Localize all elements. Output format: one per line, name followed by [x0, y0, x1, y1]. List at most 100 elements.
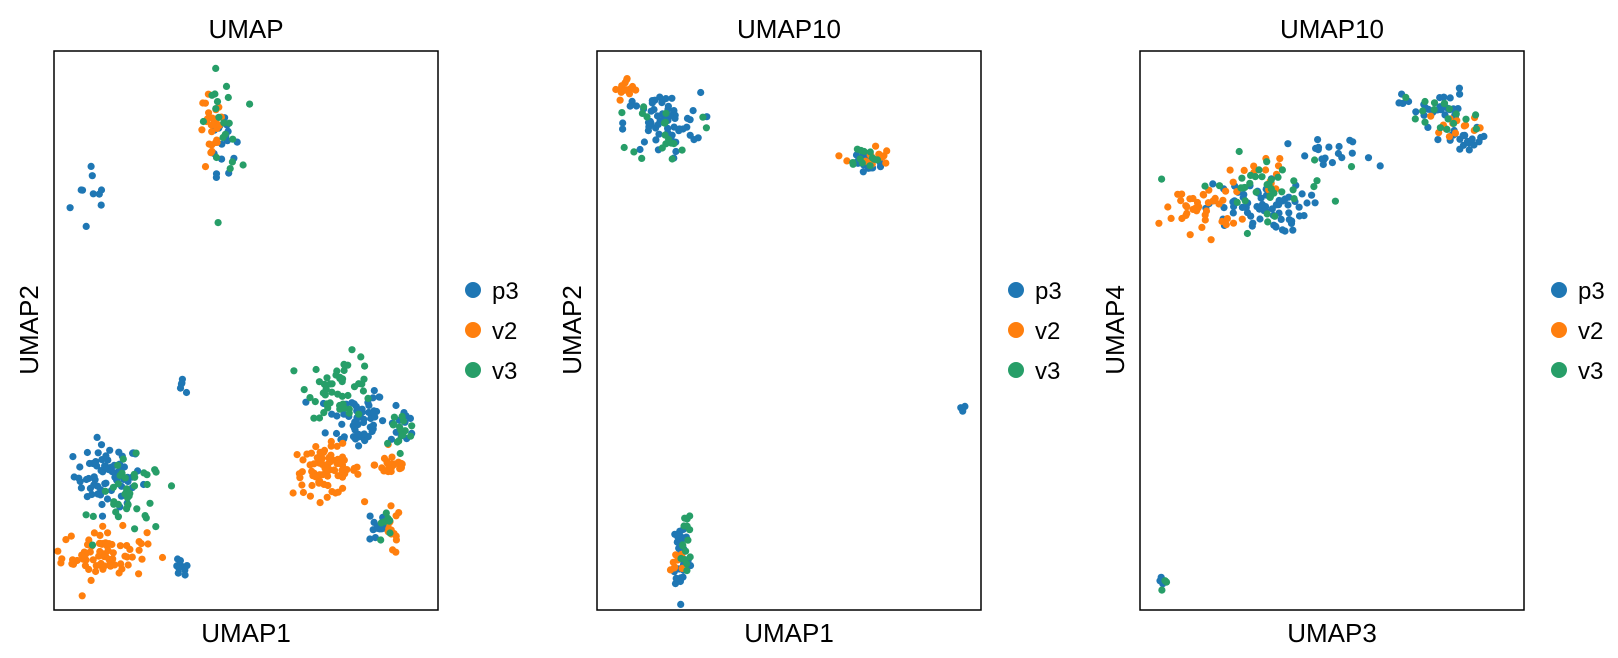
panel-1-title: UMAP: [208, 14, 283, 44]
point-v3: [396, 449, 404, 458]
point-v3: [408, 422, 416, 430]
point-v2: [361, 498, 369, 506]
point-p3: [652, 136, 660, 144]
point-v3: [1243, 229, 1251, 238]
point-v3: [133, 505, 141, 513]
point-v3: [126, 489, 134, 497]
point-v3: [221, 130, 229, 138]
point-p3: [328, 410, 336, 418]
point-v3: [395, 437, 403, 445]
point-v3: [348, 346, 356, 354]
panel-1-legend-marker-v3: [465, 362, 481, 378]
point-v2: [1198, 223, 1206, 231]
point-v2: [96, 531, 104, 540]
point-v3: [212, 153, 221, 162]
point-v3: [681, 514, 689, 522]
panel-1-xlabel: UMAP1: [201, 618, 291, 648]
point-v3: [1263, 158, 1271, 166]
point-p3: [85, 474, 93, 483]
point-v2: [137, 540, 145, 548]
point-v2: [1167, 214, 1175, 222]
panel-1-legend-label-v2: v2: [492, 318, 517, 345]
point-v3: [225, 119, 233, 127]
point-v3: [1462, 115, 1470, 123]
point-p3: [1209, 180, 1217, 188]
point-p3: [366, 535, 374, 543]
point-v3: [1430, 99, 1439, 107]
panel-3-ylabel: UMAP4: [1100, 285, 1130, 375]
point-v3: [643, 113, 651, 121]
point-v2: [1451, 129, 1460, 137]
point-v3: [222, 82, 231, 90]
point-v3: [662, 109, 670, 117]
panel-3-legend-label-v3: v3: [1578, 358, 1603, 385]
point-v3: [1450, 119, 1458, 127]
point-v2: [104, 529, 112, 537]
point-v3: [109, 483, 117, 491]
point-v3: [215, 113, 223, 121]
point-p3: [181, 571, 189, 579]
point-v2: [198, 126, 206, 134]
point-v3: [684, 536, 692, 544]
point-v3: [355, 410, 363, 418]
point-v3: [1313, 177, 1321, 185]
point-p3: [1248, 222, 1256, 230]
point-p3: [75, 474, 83, 482]
point-v2: [108, 540, 116, 549]
point-v2: [118, 565, 126, 573]
point-p3: [1284, 140, 1292, 148]
point-v2: [1229, 219, 1238, 227]
point-p3: [88, 490, 96, 499]
point-v3: [1278, 166, 1286, 174]
point-v3: [1472, 125, 1480, 133]
point-p3: [102, 463, 110, 471]
point-v3: [300, 386, 308, 394]
point-v2: [158, 553, 167, 562]
point-v2: [1276, 155, 1284, 163]
point-v2: [78, 551, 86, 559]
point-v3: [1264, 218, 1272, 226]
point-v3: [1201, 182, 1209, 190]
point-p3: [371, 413, 379, 421]
point-v2: [1201, 211, 1209, 219]
point-p3: [1298, 190, 1306, 198]
point-v2: [620, 86, 628, 94]
point-v2: [882, 159, 890, 167]
point-v2: [1183, 203, 1191, 211]
point-v2: [616, 96, 624, 104]
point-v2: [124, 561, 132, 569]
point-p3: [338, 420, 346, 428]
point-v3: [1215, 182, 1224, 190]
point-v3: [326, 399, 334, 407]
point-v3: [311, 398, 319, 406]
point-v3: [364, 394, 372, 402]
point-v2: [835, 152, 843, 160]
point-v3: [679, 541, 687, 549]
point-p3: [379, 417, 387, 425]
point-v2: [1200, 191, 1208, 199]
point-v3: [246, 100, 254, 108]
point-v2: [205, 109, 213, 117]
point-v2: [378, 464, 386, 472]
point-p3: [654, 120, 662, 129]
point-v2: [334, 472, 342, 480]
point-v3: [1443, 125, 1451, 133]
point-v3: [661, 131, 669, 139]
point-v3: [306, 394, 314, 402]
point-p3: [1456, 90, 1464, 98]
panel-1-frame: [53, 50, 439, 611]
point-v3: [326, 380, 334, 388]
point-v3: [618, 109, 626, 117]
point-v3: [199, 117, 207, 126]
point-p3: [1465, 146, 1473, 154]
point-p3: [370, 387, 378, 395]
panel-3-legend-marker-v2: [1551, 322, 1567, 338]
point-v2: [308, 481, 316, 490]
point-v3: [1233, 198, 1241, 206]
point-p3: [88, 172, 96, 180]
point-v2: [135, 570, 143, 578]
point-v2: [312, 473, 320, 481]
point-v2: [1189, 194, 1197, 203]
point-v2: [92, 567, 100, 576]
point-v2: [1178, 214, 1186, 223]
